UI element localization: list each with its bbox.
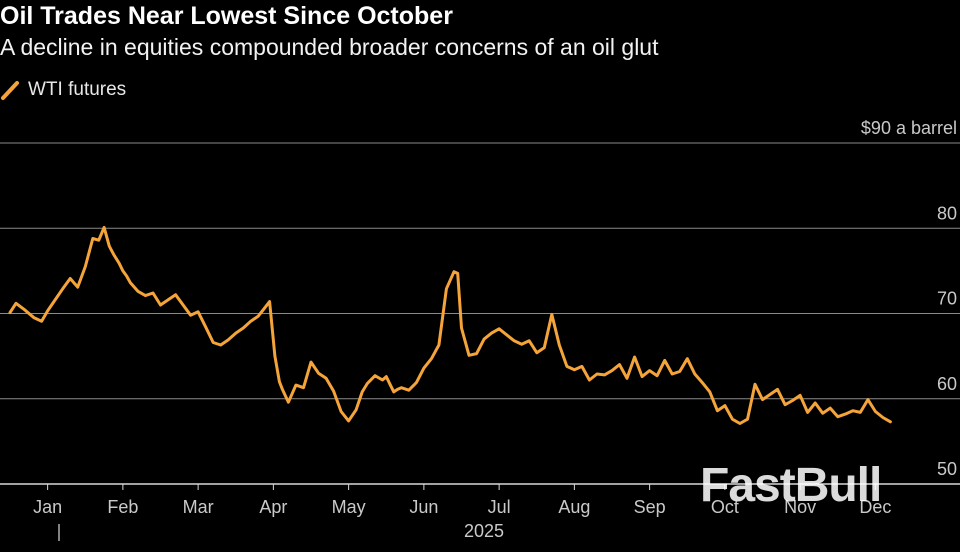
x-tick-label: Jul: [488, 497, 511, 517]
x-axis-label: 2025: [464, 521, 504, 541]
series-lines: [8, 225, 892, 425]
legend-swatch-line-icon: [1, 81, 19, 100]
x-tick-label: Feb: [107, 497, 138, 517]
chart-title: Oil Trades Near Lowest Since October: [0, 2, 453, 30]
x-tick-labels: Jan Feb Mar Apr May Jun Jul Aug Sep Oct Nov Dec: [33, 484, 891, 517]
x-tick-label: Apr: [259, 497, 287, 517]
grid-lines: [0, 142, 960, 485]
x-tick-label: Nov: [784, 497, 816, 517]
x-tick-label: Mar: [183, 497, 214, 517]
y-tick-label: $90 a barrel: [861, 118, 957, 138]
series-line-wti-futures: [8, 225, 892, 425]
legend: WTI futures: [0, 78, 126, 102]
y-tick-label: 50: [937, 459, 957, 479]
x-tick-label: Aug: [558, 497, 590, 517]
watermark-logo: FastBull: [700, 459, 882, 512]
x-tick-label: Dec: [859, 497, 891, 517]
x-tick-label: Sep: [634, 497, 666, 517]
y-tick-labels: 50 60 70 80 $90 a barrel: [861, 118, 957, 479]
x-tick-label: Jan: [33, 497, 62, 517]
y-tick-label: 60: [937, 374, 957, 394]
x-tick-label: Oct: [711, 497, 739, 517]
y-tick-label: 70: [937, 289, 957, 309]
legend-label: WTI futures: [28, 79, 127, 100]
x-tick-label: Jun: [409, 497, 438, 517]
x-tick-label: May: [332, 497, 366, 517]
chart-subtitle: A decline in equities compounded broader…: [0, 34, 659, 60]
y-tick-label: 80: [937, 203, 957, 223]
